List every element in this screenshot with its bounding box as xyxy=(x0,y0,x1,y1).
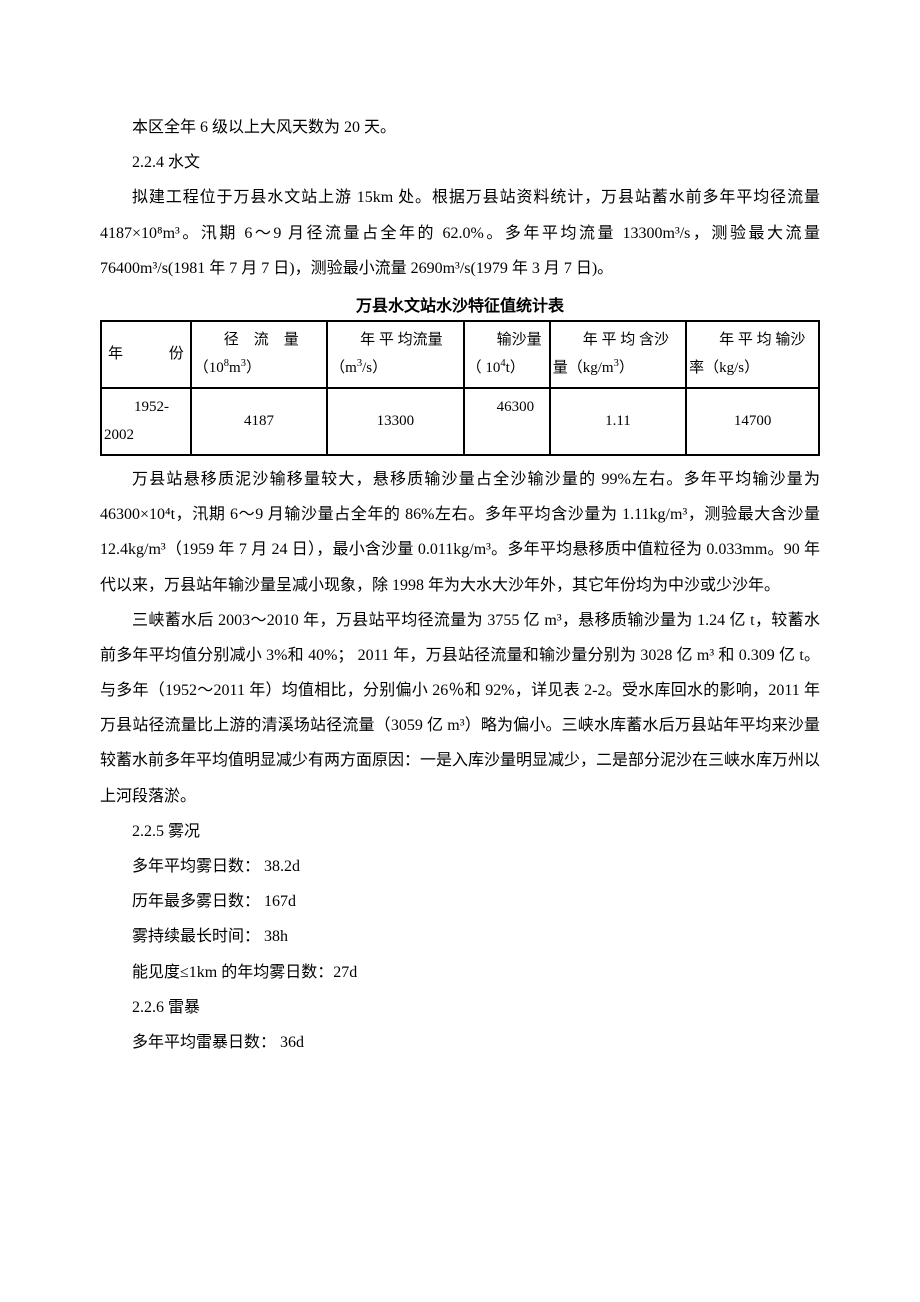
kv-fog-days-max: 历年最多雾日数： 167d xyxy=(100,884,820,919)
kv-fog-days-avg: 多年平均雾日数： 38.2d xyxy=(100,849,820,884)
kv-fog-visibility: 能见度≤1km 的年均雾日数：27d xyxy=(100,955,820,990)
stats-table: 年份 径 流 量（108m3） 年 平 均流量（m3/s） 输沙量 （ 104t… xyxy=(100,320,820,456)
para-sediment: 万县站悬移质泥沙输移量较大，悬移质输沙量占全沙输沙量的 99%左右。多年平均输沙… xyxy=(100,462,820,603)
th-year: 年份 xyxy=(101,321,191,388)
td-avgrate: 14700 xyxy=(686,388,819,455)
td-avgconc: 1.11 xyxy=(550,388,686,455)
td-avgflow: 13300 xyxy=(327,388,463,455)
table-title: 万县水文站水沙特征值统计表 xyxy=(100,292,820,316)
th-avgflow: 年 平 均流量（m3/s） xyxy=(327,321,463,388)
td-runoff: 4187 xyxy=(191,388,327,455)
document-page: 本区全年 6 级以上大风天数为 20 天。 2.2.4 水文 拟建工程位于万县水… xyxy=(0,0,920,1120)
td-year: 1952-2002 xyxy=(101,388,191,455)
kv-fog-duration: 雾持续最长时间： 38h xyxy=(100,919,820,954)
heading-2-2-4: 2.2.4 水文 xyxy=(100,145,820,180)
td-sediment: 46300 xyxy=(464,388,550,455)
para-three-gorges: 三峡蓄水后 2003～2010 年，万县站平均径流量为 3755 亿 m³，悬移… xyxy=(100,603,820,814)
table-header-row: 年份 径 流 量（108m3） 年 平 均流量（m3/s） 输沙量 （ 104t… xyxy=(101,321,819,388)
th-sediment: 输沙量 （ 104t） xyxy=(464,321,550,388)
kv-thunder-days: 多年平均雷暴日数： 36d xyxy=(100,1025,820,1060)
th-avgrate: 年 平 均 输沙率（kg/s） xyxy=(686,321,819,388)
table-row: 1952-2002 4187 13300 46300 1.11 14700 xyxy=(101,388,819,455)
th-avgconc: 年 平 均 含沙量（kg/m3） xyxy=(550,321,686,388)
heading-2-2-6: 2.2.6 雷暴 xyxy=(100,990,820,1025)
th-runoff: 径 流 量（108m3） xyxy=(191,321,327,388)
para-wind: 本区全年 6 级以上大风天数为 20 天。 xyxy=(100,110,820,145)
heading-2-2-5: 2.2.5 雾况 xyxy=(100,814,820,849)
para-hydrology-intro: 拟建工程位于万县水文站上游 15km 处。根据万县站资料统计，万县站蓄水前多年平… xyxy=(100,180,820,286)
